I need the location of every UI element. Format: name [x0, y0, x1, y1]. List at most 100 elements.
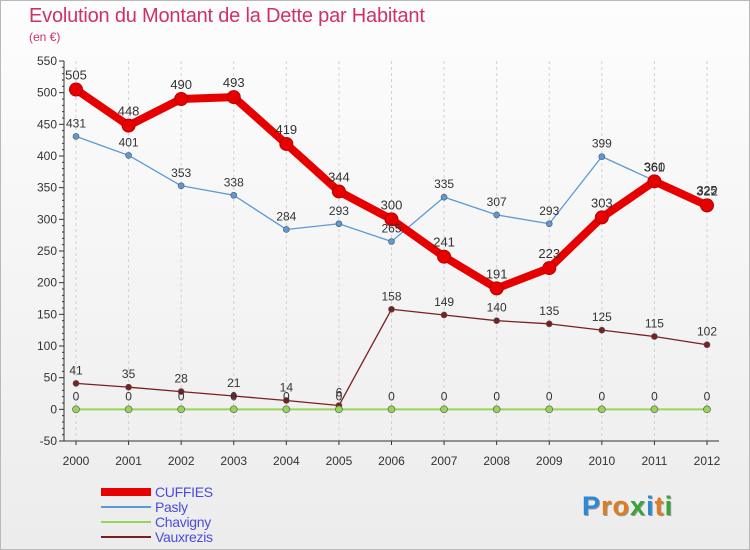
- data-point-cuffies: [384, 212, 399, 227]
- data-label-chavigny: 0: [336, 389, 343, 403]
- data-label-pasly: 353: [171, 166, 191, 180]
- data-point-cuffies: [594, 210, 609, 225]
- data-point-chavigny: [545, 405, 554, 414]
- data-point-cuffies: [226, 90, 241, 105]
- x-tick-label: 2011: [642, 454, 668, 468]
- legend-label-cuffies: CUFFIES: [155, 484, 213, 500]
- data-label-chavigny: 0: [493, 389, 500, 403]
- data-label-pasly: 361: [644, 161, 664, 175]
- logo-letter: P: [582, 491, 602, 521]
- data-label-pasly: 293: [539, 204, 559, 218]
- legend-swatch-cuffies: [101, 488, 151, 496]
- data-label-pasly: 431: [66, 116, 86, 130]
- axis-layer: -500501001502002503003504004505005502000…: [37, 54, 721, 468]
- data-label-vauxrezis: 135: [539, 304, 559, 318]
- data-label-vauxrezis: 41: [69, 363, 83, 377]
- y-tick-label: 50: [44, 371, 58, 385]
- data-point-chavigny: [440, 405, 448, 414]
- proxiti-logo: Proxiti: [582, 491, 673, 522]
- data-point-vauxrezis: [545, 320, 553, 328]
- chart-subtitle: (en €): [29, 30, 61, 44]
- data-label-vauxrezis: 125: [592, 310, 612, 324]
- logo-letter: o: [612, 491, 631, 521]
- x-tick-label: 2008: [483, 454, 510, 468]
- data-label-chavigny: 0: [388, 389, 395, 403]
- data-point-cuffies: [279, 136, 294, 151]
- data-label-pasly: 338: [224, 175, 244, 189]
- data-label-cuffies: 241: [433, 235, 455, 250]
- data-label-chavigny: 0: [73, 389, 80, 403]
- data-point-vauxrezis: [651, 333, 658, 340]
- data-point-chavigny: [492, 405, 501, 414]
- data-point-vauxrezis: [125, 383, 132, 391]
- data-label-chavigny: 0: [230, 389, 237, 403]
- data-label-pasly: 399: [592, 137, 612, 151]
- data-label-vauxrezis: 149: [434, 295, 454, 309]
- data-point-cuffies: [437, 249, 452, 264]
- data-label-chavigny: 0: [441, 389, 448, 403]
- y-tick-label: 450: [37, 117, 57, 131]
- x-tick-label: 2003: [220, 454, 247, 468]
- y-tick-label: 500: [37, 86, 57, 100]
- data-point-cuffies: [174, 92, 189, 106]
- x-tick-label: 2012: [694, 454, 721, 468]
- data-point-chavigny: [387, 405, 396, 414]
- data-point-vauxrezis: [388, 305, 395, 313]
- y-tick-label: 250: [37, 244, 57, 258]
- data-label-cuffies: 303: [591, 195, 613, 210]
- data-point-vauxrezis: [598, 326, 606, 334]
- x-tick-label: 2000: [63, 454, 90, 468]
- legend-label-vauxrezis: Vauxrezis: [155, 529, 213, 545]
- data-point-cuffies: [647, 174, 662, 189]
- data-label-pasly: 284: [276, 209, 296, 223]
- data-label-pasly: 293: [329, 204, 349, 218]
- legend-swatch-chavigny: [101, 521, 151, 523]
- data-point-cuffies: [700, 198, 714, 213]
- data-point-pasly: [598, 153, 606, 160]
- data-point-vauxrezis: [493, 317, 500, 324]
- y-tick-label: 100: [37, 339, 57, 353]
- data-label-pasly: 265: [381, 222, 401, 236]
- data-point-pasly: [493, 211, 500, 219]
- data-label-cuffies: 505: [65, 68, 87, 83]
- data-label-pasly: 325: [697, 184, 717, 198]
- data-point-chavigny: [650, 405, 659, 414]
- data-point-chavigny: [229, 405, 238, 414]
- data-point-chavigny: [703, 405, 711, 414]
- y-tick-label: 400: [37, 149, 57, 163]
- logo-letter: t: [654, 491, 665, 521]
- data-label-vauxrezis: 35: [122, 367, 136, 381]
- data-point-pasly: [283, 226, 290, 233]
- y-tick-label: 350: [37, 181, 57, 195]
- data-point-pasly: [440, 193, 448, 201]
- x-tick-label: 2005: [326, 454, 353, 468]
- data-label-vauxrezis: 158: [381, 289, 401, 303]
- data-point-cuffies: [121, 118, 136, 133]
- data-label-cuffies: 191: [486, 266, 508, 281]
- data-label-cuffies: 360: [644, 159, 666, 174]
- x-tick-label: 2002: [168, 454, 195, 468]
- data-label-chavigny: 0: [178, 389, 185, 403]
- data-label-vauxrezis: 140: [487, 301, 507, 315]
- data-label-cuffies: 223: [538, 246, 560, 261]
- data-label-chavigny: 0: [598, 389, 605, 403]
- y-tick-label: -50: [40, 434, 58, 448]
- data-label-pasly: 401: [119, 135, 139, 149]
- data-point-cuffies: [69, 82, 83, 97]
- data-label-cuffies: 300: [381, 197, 403, 212]
- data-point-pasly: [230, 191, 238, 199]
- data-point-pasly: [177, 182, 185, 190]
- legend-label-pasly: Pasly: [155, 499, 188, 515]
- data-point-chavigny: [282, 405, 291, 414]
- data-label-chavigny: 0: [125, 389, 132, 403]
- data-point-vauxrezis: [177, 388, 185, 395]
- data-point-cuffies: [489, 281, 504, 296]
- series-layer: [69, 82, 714, 414]
- data-point-chavigny: [177, 405, 185, 414]
- y-tick-label: 150: [37, 307, 57, 321]
- chart-title: Evolution du Montant de la Dette par Hab…: [29, 5, 425, 27]
- data-label-vauxrezis: 6: [336, 386, 343, 400]
- data-point-pasly: [388, 238, 395, 245]
